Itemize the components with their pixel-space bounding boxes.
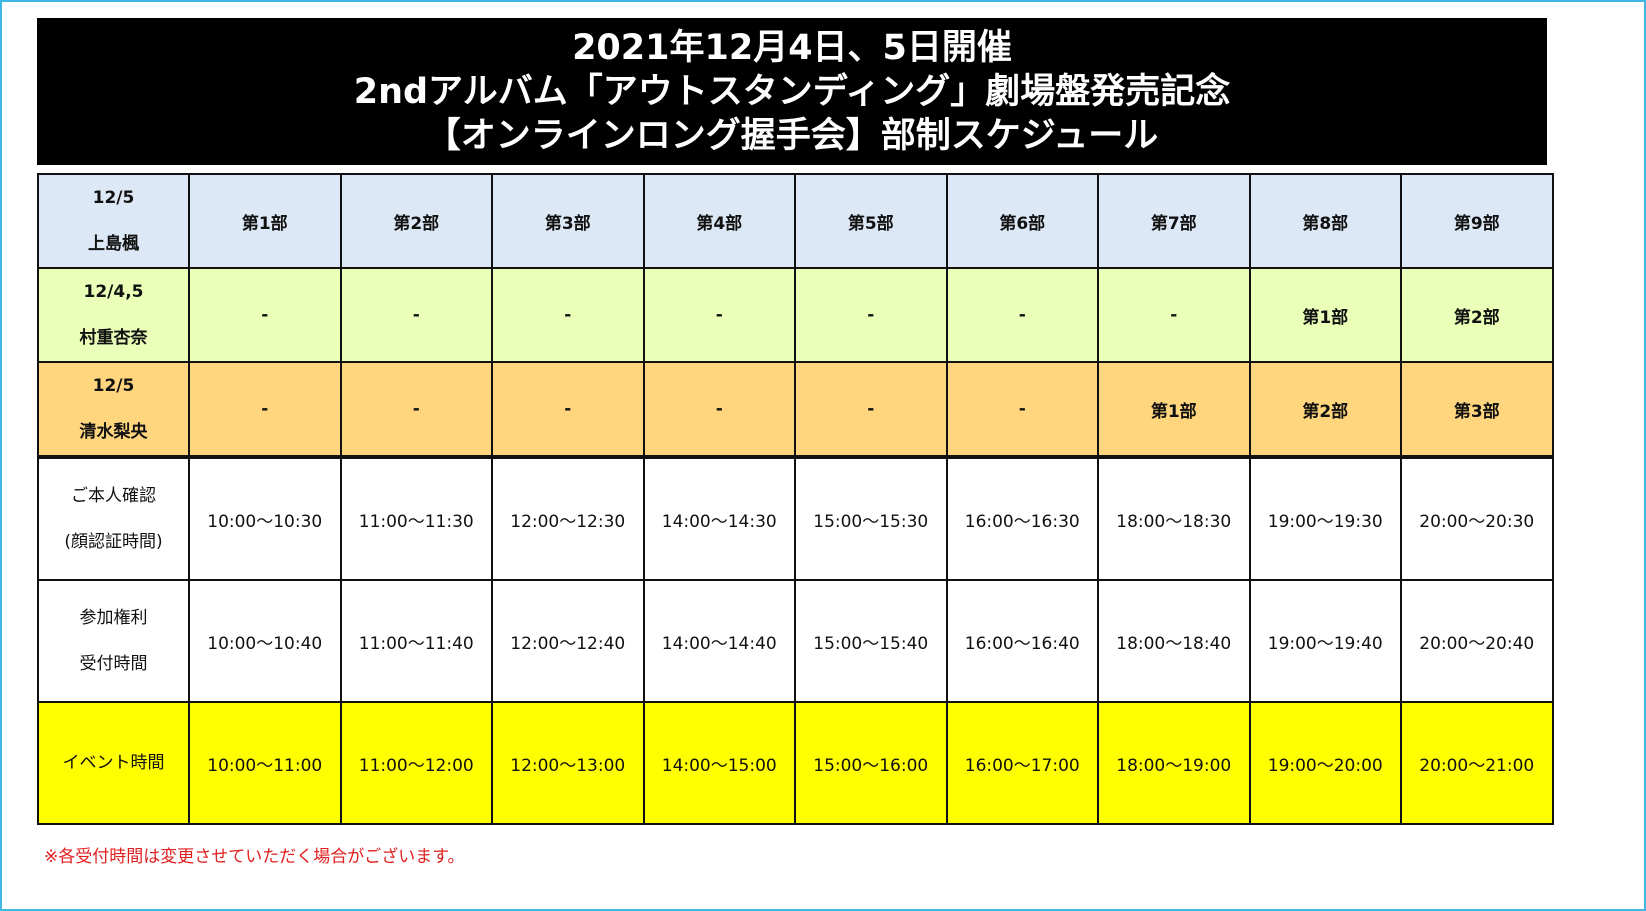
table-cell: - bbox=[945, 361, 1099, 459]
table-cell: 18:00～18:40 bbox=[1097, 579, 1251, 703]
table-cell: - bbox=[642, 361, 796, 459]
table-cell: 14:00～14:40 bbox=[642, 579, 796, 703]
table-cell: 12:00～13:00 bbox=[491, 701, 645, 825]
table-cell: 19:00～19:40 bbox=[1248, 579, 1402, 703]
table-cell: 第1部 bbox=[1248, 267, 1402, 363]
table-cell: 16:00～16:30 bbox=[945, 456, 1099, 581]
row-label: イベント時間 bbox=[37, 701, 190, 825]
row-kamishima: 12/5 上島楓 第1部 第2部 第3部 第4部 第5部 第6部 第7部 第8部 第9部 bbox=[37, 173, 1554, 269]
row-label-line: 清水梨央 bbox=[79, 422, 148, 442]
table-cell: 19:00～20:00 bbox=[1248, 701, 1402, 825]
table-cell: 20:00～21:00 bbox=[1400, 701, 1554, 825]
table-cell: 12:00～12:40 bbox=[491, 579, 645, 703]
row-label-line: 上島楓 bbox=[88, 234, 139, 254]
row-label-line: (顔認証時間) bbox=[64, 532, 163, 552]
table-cell: 15:00～16:00 bbox=[794, 701, 948, 825]
row-label-line: 12/5 bbox=[92, 376, 135, 396]
row-label: 12/4,5 村重杏奈 bbox=[37, 267, 190, 363]
row-reception-time: 参加権利 受付時間 10:00～10:40 11:00～11:40 12:00～12:4… bbox=[37, 579, 1554, 703]
table-cell: 11:00～11:30 bbox=[339, 456, 493, 581]
table-cell: 14:00～15:00 bbox=[642, 701, 796, 825]
table-cell: 18:00～18:30 bbox=[1097, 456, 1251, 581]
table-cell: - bbox=[339, 267, 493, 363]
row-label-line: ご本人確認 bbox=[71, 486, 156, 506]
table-cell: 19:00～19:30 bbox=[1248, 456, 1402, 581]
table-cell: 第2部 bbox=[339, 173, 493, 269]
row-label-line: 村重杏奈 bbox=[79, 328, 148, 348]
table-cell: - bbox=[491, 267, 645, 363]
table-cell: 10:00～11:00 bbox=[188, 701, 342, 825]
table-cell: 16:00～17:00 bbox=[945, 701, 1099, 825]
table-cell: - bbox=[794, 361, 948, 459]
table-cell: 第3部 bbox=[491, 173, 645, 269]
row-label-line: 12/5 bbox=[92, 188, 135, 208]
table-cell: - bbox=[188, 361, 342, 459]
table-cell: 第8部 bbox=[1248, 173, 1402, 269]
table-cell: 第2部 bbox=[1248, 361, 1402, 459]
table-cell: - bbox=[1097, 267, 1251, 363]
table-cell: - bbox=[945, 267, 1099, 363]
row-event-time: イベント時間 10:00～11:00 11:00～12:00 12:00～13:00 1… bbox=[37, 701, 1554, 825]
row-label: 参加権利 受付時間 bbox=[37, 579, 190, 703]
table-cell: 11:00～12:00 bbox=[339, 701, 493, 825]
table-cell: 20:00～20:30 bbox=[1400, 456, 1554, 581]
schedule-table: 12/5 上島楓 第1部 第2部 第3部 第4部 第5部 第6部 第7部 第8部 第9部 12/4,5… bbox=[37, 173, 1554, 825]
table-cell: 10:00～10:30 bbox=[188, 456, 342, 581]
row-identity-check: ご本人確認 (顔認証時間) 10:00～10:30 11:00～11:30 12:00～… bbox=[37, 456, 1554, 581]
table-cell: 第7部 bbox=[1097, 173, 1251, 269]
footnote: ※各受付時間は変更させていただく場合がございます。 bbox=[44, 847, 465, 867]
table-cell: 14:00～14:30 bbox=[642, 456, 796, 581]
row-label-line: イベント時間 bbox=[62, 753, 165, 773]
table-cell: - bbox=[642, 267, 796, 363]
table-cell: 第1部 bbox=[1097, 361, 1251, 459]
title-line-2: 2ndアルバム「アウトスタンディング」劇場盤発売記念 bbox=[353, 71, 1231, 112]
table-cell: 12:00～12:30 bbox=[491, 456, 645, 581]
table-cell: 第2部 bbox=[1400, 267, 1554, 363]
table-cell: 第3部 bbox=[1400, 361, 1554, 459]
table-cell: 18:00～19:00 bbox=[1097, 701, 1251, 825]
row-label: 12/5 上島楓 bbox=[37, 173, 190, 269]
row-label: 12/5 清水梨央 bbox=[37, 361, 190, 459]
row-label-line: 参加権利 bbox=[79, 608, 148, 628]
table-cell: 15:00～15:40 bbox=[794, 579, 948, 703]
table-cell: 第4部 bbox=[642, 173, 796, 269]
table-cell: - bbox=[339, 361, 493, 459]
page-title: 2021年12月4日、5日開催 2ndアルバム「アウトスタンディング」劇場盤発売… bbox=[37, 18, 1547, 165]
title-line-3: 【オンラインロング握手会】部制スケジュール bbox=[425, 115, 1159, 156]
table-cell: - bbox=[188, 267, 342, 363]
table-cell: 11:00～11:40 bbox=[339, 579, 493, 703]
table-cell: 20:00～20:40 bbox=[1400, 579, 1554, 703]
table-cell: 第1部 bbox=[188, 173, 342, 269]
table-cell: 16:00～16:40 bbox=[945, 579, 1099, 703]
row-shimizu: 12/5 清水梨央 - - - - - - 第1部 第2部 第3部 bbox=[37, 361, 1554, 459]
row-label: ご本人確認 (顔認証時間) bbox=[37, 456, 190, 581]
table-cell: 15:00～15:30 bbox=[794, 456, 948, 581]
table-cell: 第6部 bbox=[945, 173, 1099, 269]
table-cell: - bbox=[491, 361, 645, 459]
row-label-line: 受付時間 bbox=[79, 654, 148, 674]
table-cell: 第5部 bbox=[794, 173, 948, 269]
table-cell: 第9部 bbox=[1400, 173, 1554, 269]
table-cell: - bbox=[794, 267, 948, 363]
table-cell: 10:00～10:40 bbox=[188, 579, 342, 703]
row-label-line: 12/4,5 bbox=[83, 282, 144, 302]
title-line-1: 2021年12月4日、5日開催 bbox=[572, 27, 1012, 68]
row-murashige: 12/4,5 村重杏奈 - - - - - - - 第1部 第2部 bbox=[37, 267, 1554, 363]
